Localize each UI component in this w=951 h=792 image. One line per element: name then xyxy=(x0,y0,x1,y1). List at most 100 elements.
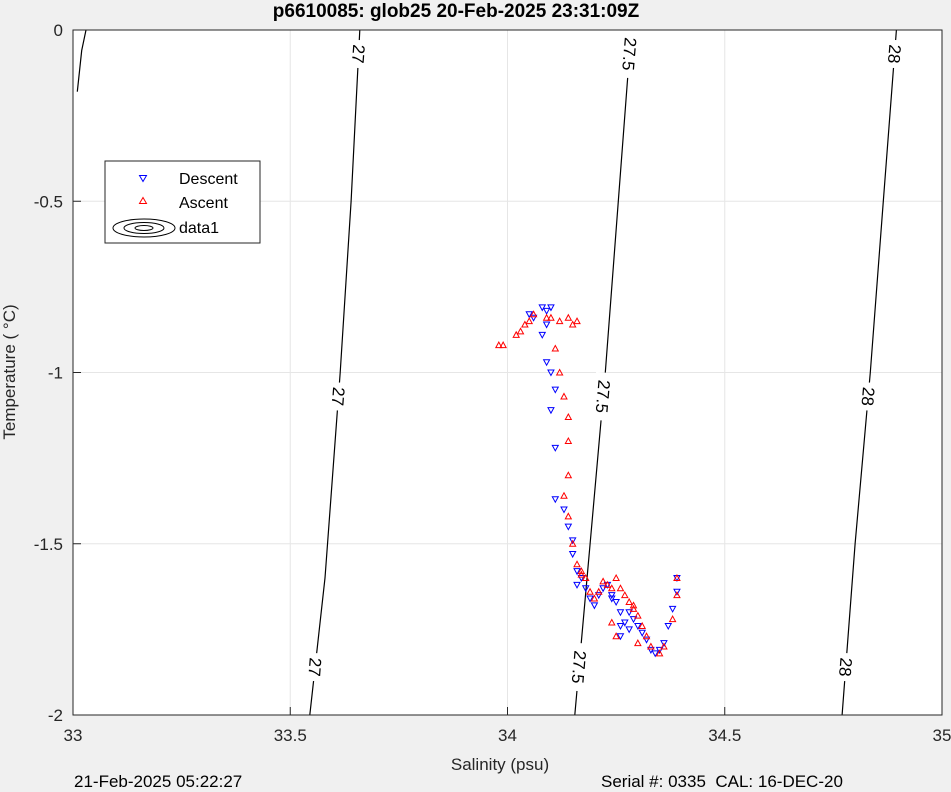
descent-point xyxy=(620,619,629,627)
contour-line xyxy=(76,29,87,92)
ascent-point xyxy=(521,320,529,328)
ascent-point xyxy=(564,436,573,444)
ascent-point xyxy=(564,471,573,479)
ascent-point xyxy=(547,313,555,321)
svg-text:28: 28 xyxy=(835,657,855,677)
ascent-point xyxy=(629,604,638,612)
ascent-point xyxy=(629,601,638,609)
ascent-point xyxy=(673,591,681,599)
svg-text:27: 27 xyxy=(304,657,324,677)
descent-point xyxy=(616,609,625,617)
y-tick-label: -1 xyxy=(48,364,63,383)
svg-text:27: 27 xyxy=(328,386,348,406)
legend-ascent-marker xyxy=(138,196,148,204)
descent-point xyxy=(642,636,651,644)
x-tick-label: 33 xyxy=(64,726,83,745)
footer-serial: Serial #: 0335 CAL: 16-DEC-20 xyxy=(601,772,843,791)
legend-descent-label: Descent xyxy=(179,171,238,188)
descent-point xyxy=(647,646,655,654)
svg-text:28: 28 xyxy=(857,386,877,406)
ascent-point xyxy=(625,597,634,605)
descent-point xyxy=(590,602,599,610)
svg-text:27.5: 27.5 xyxy=(592,379,614,414)
ascent-point xyxy=(577,567,586,575)
descent-point xyxy=(564,523,573,531)
density-contours: 27 27 27 27.5 27.5 27.5 28 28 28 xyxy=(76,29,905,716)
ascent-point xyxy=(551,344,560,352)
ascent-point xyxy=(573,317,581,325)
ascent-point xyxy=(620,591,629,599)
contour-label: 27 xyxy=(328,381,349,412)
contour-label: 27.5 xyxy=(568,642,591,692)
legend-box xyxy=(104,160,261,244)
y-tick-label: -0.5 xyxy=(34,192,63,211)
descent-point xyxy=(551,444,560,452)
ascent-point xyxy=(607,618,616,626)
descent-point xyxy=(568,537,577,545)
ascent-point xyxy=(529,310,538,318)
x-axis-label: Salinity (psu) xyxy=(451,755,549,774)
legend-contour-icon xyxy=(112,218,176,238)
data-series xyxy=(494,304,681,658)
descent-point xyxy=(594,592,603,600)
descent-point xyxy=(581,585,590,593)
axis-ticks: 33 33.5 34 34.5 35 0 -0.5 -1 -1.5 -2 xyxy=(34,21,951,745)
ascent-point xyxy=(655,649,664,657)
ascent-point xyxy=(555,317,564,325)
contour-label: 27.5 xyxy=(618,29,641,79)
descent-point xyxy=(664,622,673,630)
ascent-point xyxy=(642,632,651,640)
ascent-point xyxy=(668,615,677,623)
descent-point xyxy=(634,622,642,630)
chart-title: p6610085: glob25 20-Feb-2025 23:31:09Z xyxy=(273,1,640,22)
descent-point xyxy=(529,314,538,322)
descent-point xyxy=(616,633,625,641)
ascent-point xyxy=(590,594,599,602)
ascent-point xyxy=(560,491,568,499)
descent-point xyxy=(551,386,560,394)
ascent-point xyxy=(612,632,620,640)
ascent-point xyxy=(660,642,668,650)
descent-point xyxy=(599,585,607,593)
contour-label: 27.5 xyxy=(592,371,615,422)
contour-label: 27 xyxy=(348,39,369,69)
descent-point xyxy=(538,331,547,339)
descent-point xyxy=(573,568,581,576)
descent-point xyxy=(542,307,551,315)
ascent-point xyxy=(612,573,620,581)
descent-point xyxy=(542,359,551,367)
legend-ascent-label: Ascent xyxy=(179,195,228,212)
ascent-point xyxy=(607,584,616,592)
ascent-point xyxy=(568,539,577,547)
ascent-point xyxy=(581,573,590,581)
ascent-point xyxy=(555,368,564,376)
svg-text:27.5: 27.5 xyxy=(568,650,590,685)
descent-point xyxy=(573,581,581,589)
y-tick-label: -2 xyxy=(48,706,63,725)
descent-point xyxy=(551,496,560,504)
ascent-point xyxy=(638,621,647,629)
y-tick-label: -1.5 xyxy=(34,535,63,554)
descent-point xyxy=(655,646,664,654)
ascent-point xyxy=(573,560,581,568)
ascent-point xyxy=(599,577,607,585)
descent-point xyxy=(547,304,555,312)
y-tick-label: 0 xyxy=(54,21,63,40)
legend-descent-marker xyxy=(138,175,148,183)
x-tick-label: 34.5 xyxy=(708,726,741,745)
ascent-point xyxy=(564,512,573,520)
descent-point xyxy=(542,321,551,329)
ascent-point xyxy=(499,341,507,349)
ascent-point xyxy=(560,392,568,400)
ascent-point xyxy=(564,313,573,321)
ascent-point xyxy=(494,341,503,349)
descent-point xyxy=(538,304,547,312)
ascent-point xyxy=(603,580,612,588)
contour-label: 28 xyxy=(857,381,879,412)
descent-point xyxy=(616,622,625,630)
ascent-point xyxy=(634,611,642,619)
descent-point xyxy=(560,506,568,514)
descent-point xyxy=(629,616,638,624)
ascent-point xyxy=(586,587,594,595)
